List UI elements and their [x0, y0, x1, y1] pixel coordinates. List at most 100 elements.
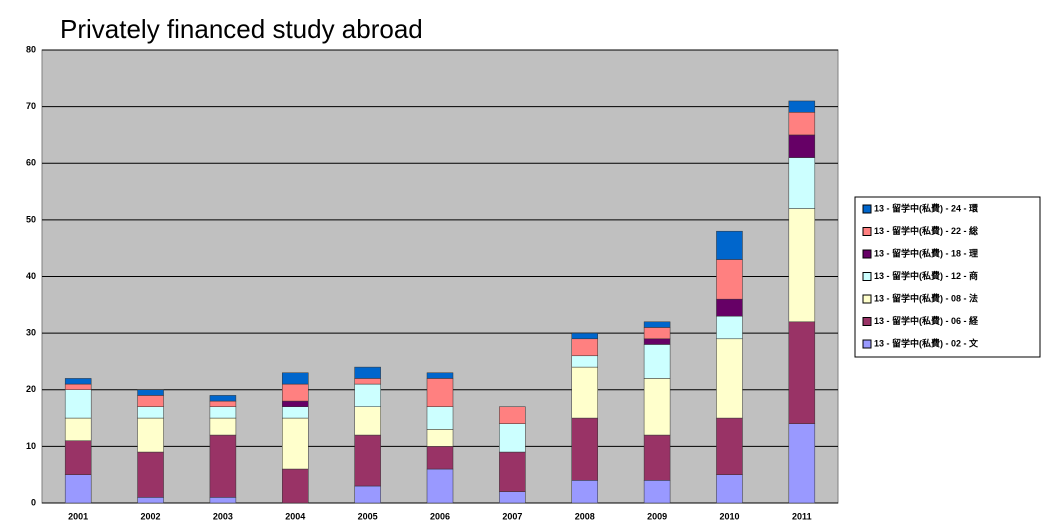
legend-swatch [862, 339, 872, 349]
legend-swatch [862, 317, 872, 326]
x-tick-label: 2003 [213, 511, 233, 521]
bar-segment [209, 417, 237, 436]
bar-segment [643, 378, 671, 436]
bar-segment [499, 491, 526, 504]
chart-subtitle: Privately financed study abroad [60, 14, 423, 44]
bar-segment [643, 344, 671, 379]
legend-label: 13 - 留学中(私費) - 08 - 法 [874, 292, 978, 303]
legend-swatch [862, 249, 872, 259]
x-tick-label: 2004 [285, 511, 305, 521]
bar-segment [716, 298, 743, 317]
bar-segment [499, 423, 526, 453]
legend-label: 13 - 留学中(私費) - 02 - 文 [874, 337, 979, 348]
bar-segment [643, 480, 671, 504]
bar-segment [643, 321, 671, 328]
legend-label: 13 - 留学中(私費) - 18 - 理 [874, 247, 978, 258]
bar-segment [137, 451, 164, 498]
legend-swatch [862, 227, 872, 236]
bar-segment [137, 497, 164, 504]
bar-segment [354, 406, 381, 436]
bar-segment [282, 372, 309, 385]
bar-segment [571, 417, 598, 481]
y-tick-label: 0 [31, 497, 36, 507]
bar-segment [643, 338, 671, 345]
bar-segment [499, 406, 526, 424]
y-tick-label: 40 [26, 271, 36, 281]
bar-segment [354, 383, 381, 407]
bar-segment [788, 321, 816, 424]
bar-segment [643, 434, 671, 481]
bar-segment [137, 417, 164, 453]
bar-segment [426, 468, 454, 504]
x-tick-label: 2002 [141, 511, 161, 521]
bar-segment [282, 400, 309, 407]
bar-segment [282, 468, 309, 504]
bar-segment [426, 406, 454, 430]
bar-segment [209, 400, 237, 407]
legend-label: 13 - 留学中(私費) - 06 - 経 [874, 315, 979, 326]
y-tick-label: 80 [26, 44, 36, 54]
y-tick-label: 70 [26, 101, 36, 111]
legend-swatch [862, 272, 872, 281]
bar-segment [788, 134, 816, 158]
bar-segment [354, 434, 381, 487]
bar-segment [716, 315, 743, 340]
y-tick-label: 30 [26, 328, 36, 338]
y-tick-label: 60 [26, 158, 36, 168]
bar-segment [137, 406, 164, 419]
bar-segment [282, 417, 309, 470]
bar-segment [64, 440, 92, 475]
bar-segment [571, 480, 598, 504]
bar-segment [788, 208, 816, 323]
bar-segment [426, 372, 454, 379]
bar-segment [716, 259, 743, 300]
bar-segment [209, 406, 237, 419]
legend-label: 13 - 留学中(私費) - 24 - 環 [874, 202, 979, 213]
y-tick-label: 10 [26, 441, 36, 451]
bar-segment [354, 378, 381, 385]
bar-segment [137, 389, 164, 396]
bar-segment [209, 395, 237, 402]
bar-segment [788, 100, 816, 113]
bar-segment [282, 383, 309, 402]
bar-segment [499, 451, 526, 492]
bar-segment [571, 338, 598, 357]
bar-segment [64, 474, 92, 504]
legend-label: 13 - 留学中(私費) - 22 - 総 [874, 225, 978, 236]
x-tick-label: 2001 [68, 511, 88, 521]
x-tick-label: 2011 [792, 511, 812, 521]
bar-segment [426, 378, 454, 407]
legend-swatch [862, 204, 872, 214]
bar-segment [426, 446, 454, 470]
bar-segment [788, 157, 816, 209]
bar-segment [209, 497, 237, 504]
bar-segment [64, 417, 92, 441]
bar-segment [354, 485, 381, 504]
bar-segment [716, 417, 743, 475]
y-tick-label: 20 [26, 384, 36, 394]
y-tick-label: 50 [26, 214, 36, 224]
x-tick-label: 2008 [575, 511, 595, 521]
bar-segment [64, 378, 92, 385]
bar-segment [571, 366, 598, 419]
legend-swatch [862, 294, 872, 304]
bar-segment [571, 332, 598, 340]
legend-label: 13 - 留学中(私費) - 12 - 商 [874, 270, 978, 281]
bar-segment [716, 230, 743, 260]
bar-segment [788, 423, 816, 504]
bar-segment [64, 389, 92, 419]
bar-segment [788, 112, 816, 136]
bar-segment [643, 327, 671, 340]
bar-segment [64, 383, 92, 390]
x-tick-label: 2007 [502, 511, 522, 521]
x-tick-label: 2009 [647, 511, 667, 521]
bar-segment [716, 338, 743, 419]
x-tick-label: 2005 [358, 511, 378, 521]
bar-segment [571, 355, 598, 368]
bar-segment [282, 406, 309, 419]
bar-segment [426, 429, 454, 447]
legend-box [854, 196, 1041, 358]
bar-segment [209, 434, 237, 498]
bar-segment [137, 395, 164, 407]
